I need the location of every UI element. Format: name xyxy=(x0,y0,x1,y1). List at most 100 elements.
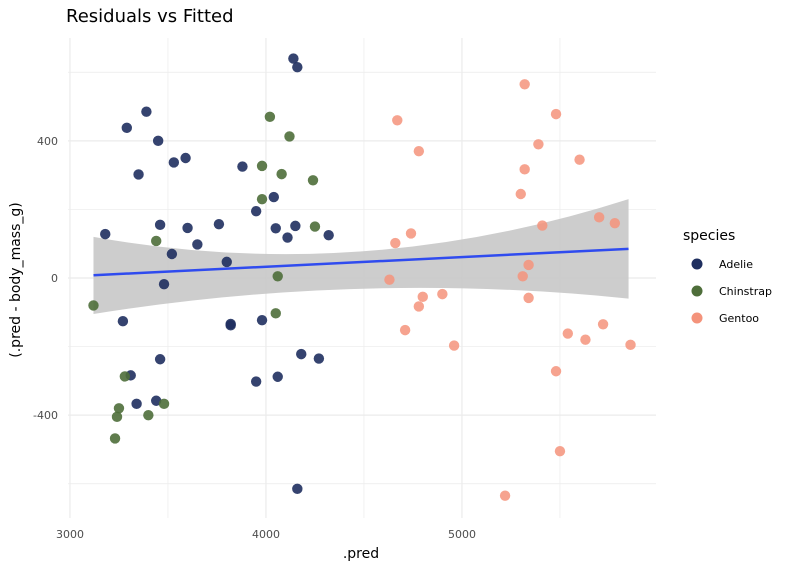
point-adelie xyxy=(133,169,144,180)
point-adelie xyxy=(221,256,232,268)
point-adelie xyxy=(152,135,164,147)
point-gentoo xyxy=(517,271,528,282)
point-chinstrap xyxy=(143,409,154,421)
point-chinstrap xyxy=(264,111,276,123)
point-gentoo xyxy=(519,164,530,175)
points-layer xyxy=(88,53,636,501)
legend-label-chinstrap: Chinstrap xyxy=(719,285,772,298)
legend: species Adelie Chinstrap Gentoo xyxy=(683,228,772,325)
y-axis-title: (.pred - body_mass_g) xyxy=(8,202,24,357)
point-adelie xyxy=(151,395,162,406)
point-gentoo xyxy=(390,237,401,249)
point-adelie xyxy=(182,222,193,234)
point-adelie xyxy=(154,219,166,231)
point-gentoo xyxy=(399,324,411,336)
point-gentoo xyxy=(523,292,534,304)
point-gentoo xyxy=(625,339,636,351)
y-axis-ticks: -400 0 400 xyxy=(33,135,58,422)
point-gentoo xyxy=(550,108,562,120)
point-adelie xyxy=(121,122,132,134)
point-adelie xyxy=(154,354,166,365)
point-gentoo xyxy=(437,288,448,300)
point-chinstrap xyxy=(272,271,283,282)
x-tick-label: 4000 xyxy=(252,528,280,541)
point-adelie xyxy=(250,376,262,387)
point-chinstrap xyxy=(256,193,268,205)
point-adelie xyxy=(225,320,236,331)
point-adelie xyxy=(256,314,268,326)
point-gentoo xyxy=(384,274,395,285)
point-gentoo xyxy=(405,228,417,239)
point-gentoo xyxy=(537,220,548,231)
point-gentoo xyxy=(562,328,573,339)
point-adelie xyxy=(270,223,281,234)
point-gentoo xyxy=(392,115,403,126)
trend-line xyxy=(93,247,629,277)
point-adelie xyxy=(237,161,248,172)
point-gentoo xyxy=(609,217,621,229)
point-chinstrap xyxy=(151,235,162,247)
point-gentoo xyxy=(593,212,605,223)
point-gentoo xyxy=(515,188,526,200)
x-tick-label: 5000 xyxy=(448,528,476,541)
legend-label-adelie: Adelie xyxy=(719,258,753,271)
point-adelie xyxy=(168,157,180,168)
point-adelie xyxy=(268,191,279,203)
point-adelie xyxy=(290,220,301,232)
point-adelie xyxy=(323,229,334,241)
point-adelie xyxy=(296,348,307,360)
point-gentoo xyxy=(448,340,460,351)
point-gentoo xyxy=(533,139,544,150)
legend-label-gentoo: Gentoo xyxy=(719,312,759,325)
point-chinstrap xyxy=(270,308,281,319)
point-chinstrap xyxy=(158,398,170,410)
point-adelie xyxy=(131,398,142,410)
point-gentoo xyxy=(574,154,585,165)
point-gentoo xyxy=(413,145,425,157)
point-chinstrap xyxy=(109,433,121,444)
point-gentoo xyxy=(550,366,562,377)
point-gentoo xyxy=(519,79,530,90)
trend-layer xyxy=(93,247,629,277)
point-chinstrap xyxy=(256,160,268,172)
point-adelie xyxy=(100,228,111,240)
point-adelie xyxy=(166,248,178,260)
point-gentoo xyxy=(417,291,428,303)
point-chinstrap xyxy=(111,411,123,423)
point-chinstrap xyxy=(307,175,319,186)
point-chinstrap xyxy=(119,371,131,382)
point-gentoo xyxy=(523,259,534,271)
point-chinstrap xyxy=(284,131,295,142)
legend-key-gentoo xyxy=(691,312,703,324)
point-adelie xyxy=(213,218,225,230)
point-adelie xyxy=(282,232,293,243)
point-gentoo xyxy=(413,301,425,312)
point-adelie xyxy=(292,483,303,495)
point-chinstrap xyxy=(309,221,321,232)
point-gentoo xyxy=(554,445,566,457)
point-chinstrap xyxy=(88,300,99,311)
y-tick-label: -400 xyxy=(33,409,58,422)
x-tick-label: 3000 xyxy=(56,528,84,541)
confidence-band-layer xyxy=(93,199,629,314)
point-adelie xyxy=(117,316,129,327)
chart-title: Residuals vs Fitted xyxy=(66,6,234,27)
point-adelie xyxy=(158,278,170,290)
legend-key-chinstrap xyxy=(691,285,703,297)
point-gentoo xyxy=(580,334,591,345)
point-adelie xyxy=(250,205,262,217)
x-axis-title: .pred xyxy=(343,546,379,562)
point-adelie xyxy=(180,152,191,164)
point-adelie xyxy=(141,106,152,117)
legend-title: species xyxy=(683,228,735,244)
legend-key-adelie xyxy=(691,258,703,270)
point-adelie xyxy=(292,61,303,73)
point-adelie xyxy=(272,371,283,382)
point-adelie xyxy=(313,353,325,364)
point-chinstrap xyxy=(113,403,125,414)
y-tick-label: 400 xyxy=(37,135,58,148)
point-adelie xyxy=(288,53,299,64)
confidence-band xyxy=(93,199,629,314)
point-gentoo xyxy=(499,490,511,501)
